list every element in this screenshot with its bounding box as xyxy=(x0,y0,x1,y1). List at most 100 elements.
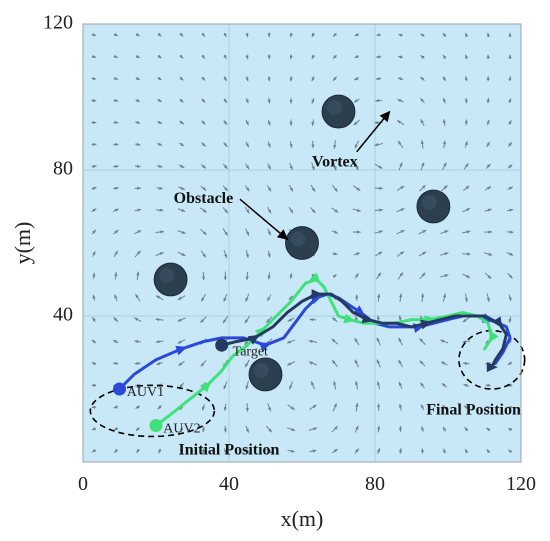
flow-vector xyxy=(201,54,206,59)
flow-vector xyxy=(440,252,449,256)
flow-vector xyxy=(223,120,228,126)
flow-vector xyxy=(486,141,491,148)
flow-vector xyxy=(462,361,470,366)
target-direction-arrow xyxy=(420,319,432,330)
flow-vector xyxy=(442,404,447,410)
flow-vector xyxy=(442,32,447,38)
flow-vector xyxy=(266,294,272,302)
flow-vector xyxy=(289,32,293,38)
flow-vector xyxy=(267,163,272,170)
flow-vector xyxy=(462,230,471,234)
flow-vector xyxy=(464,141,468,148)
flow-vector xyxy=(177,317,186,322)
flow-vector xyxy=(462,185,470,192)
flow-vector xyxy=(507,142,513,147)
flow-vector xyxy=(420,98,425,104)
flow-vector xyxy=(398,33,403,37)
flow-vector xyxy=(331,359,338,368)
flow-vector xyxy=(485,405,491,410)
flow-vector xyxy=(377,293,381,302)
flow-vector xyxy=(223,403,227,412)
flow-vector xyxy=(156,186,164,190)
y-tick-label: 40 xyxy=(53,304,73,326)
flow-vector xyxy=(309,449,317,453)
flow-vector xyxy=(222,315,229,324)
flow-vector xyxy=(178,142,185,147)
flow-vector xyxy=(201,404,206,411)
obstacle-circle xyxy=(248,357,283,392)
flow-vector xyxy=(308,361,318,366)
obstacle-highlight xyxy=(290,231,306,247)
flow-vector xyxy=(201,120,206,125)
flow-vector xyxy=(462,273,471,279)
flow-vector xyxy=(266,425,273,433)
flow-vector xyxy=(177,339,186,344)
flow-vector xyxy=(178,186,185,191)
flow-vector xyxy=(267,250,271,258)
flow-vector xyxy=(508,98,512,104)
flow-vector xyxy=(464,427,469,432)
flow-vector xyxy=(245,98,249,104)
flow-vector xyxy=(266,316,273,323)
flow-vector xyxy=(113,405,119,409)
flow-vector xyxy=(135,142,141,146)
flow-vector xyxy=(156,164,163,168)
flow-vector xyxy=(354,273,359,279)
flow-vector xyxy=(464,119,468,126)
annotation-auv2: AUV2 xyxy=(163,421,200,436)
flow-vector xyxy=(332,76,337,82)
flow-vector xyxy=(286,339,296,344)
flow-vector xyxy=(91,229,97,235)
flow-vector xyxy=(309,404,317,410)
flow-vector xyxy=(135,54,141,59)
flow-vector xyxy=(311,54,315,60)
flow-vector xyxy=(420,55,425,59)
flow-vector xyxy=(398,447,403,454)
flow-vector xyxy=(354,54,360,59)
annotation-obstacle: Obstacle xyxy=(174,190,234,207)
flow-vector xyxy=(441,162,447,171)
flow-vector xyxy=(399,403,403,411)
flow-vector xyxy=(134,229,142,235)
flow-vector xyxy=(332,403,337,412)
flow-vector xyxy=(374,163,383,169)
flow-vector xyxy=(223,32,227,38)
flow-vector xyxy=(484,208,492,212)
flow-vector xyxy=(223,141,228,148)
flow-vector xyxy=(462,207,471,213)
flow-vector xyxy=(245,448,250,454)
flow-vector xyxy=(421,426,425,432)
flow-vector xyxy=(267,119,271,126)
auv2-direction-arrow xyxy=(343,313,356,324)
flow-vector xyxy=(420,33,425,38)
flow-vector xyxy=(114,294,118,302)
flow-vector xyxy=(288,206,294,214)
flow-vector xyxy=(462,340,471,344)
flow-vector xyxy=(134,317,142,322)
flow-vector xyxy=(377,381,381,390)
auv1-direction-arrow xyxy=(259,342,272,352)
flow-vector xyxy=(267,97,271,104)
flow-vector xyxy=(134,250,141,258)
flow-vector xyxy=(222,228,229,236)
x-tick-label: 40 xyxy=(219,473,239,495)
flow-vector xyxy=(440,230,449,235)
target-direction-arrow xyxy=(486,362,498,373)
flow-vector xyxy=(91,427,97,431)
annotation-target: Target xyxy=(233,345,268,360)
flow-vector xyxy=(486,449,491,454)
flow-vector xyxy=(266,206,272,214)
flow-vector xyxy=(266,184,272,192)
flow-vector xyxy=(267,403,272,412)
flow-vector xyxy=(398,381,403,389)
flow-vector xyxy=(179,76,184,81)
flow-vector xyxy=(180,448,184,454)
flow-vector xyxy=(440,339,449,344)
flow-vector xyxy=(156,361,163,366)
flow-vector xyxy=(92,448,97,453)
flow-vector xyxy=(331,207,339,213)
flow-vector xyxy=(91,76,97,81)
annotation-pointer-arrow xyxy=(356,110,391,153)
flow-vector xyxy=(399,293,403,302)
flow-vector xyxy=(113,427,118,431)
